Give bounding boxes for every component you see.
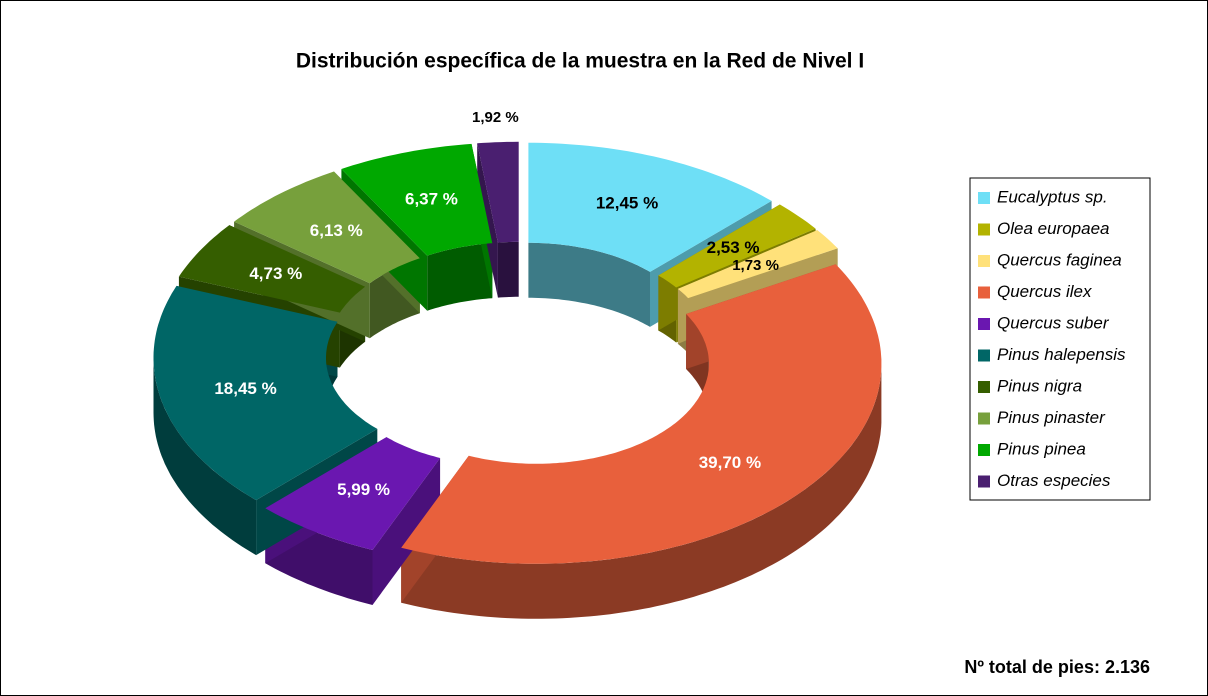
legend-swatch [978, 444, 990, 456]
slice-outer-side [153, 357, 257, 556]
legend-swatch [978, 255, 990, 267]
slice [341, 143, 493, 256]
legend-label: Pinus nigra [997, 376, 1082, 395]
slice [153, 285, 378, 501]
slice-labels: 12,45 % 2,53 %1,73 % 39,70 % 5,99 % 18,45 % 4… [214, 109, 779, 499]
legend-swatch [978, 318, 990, 330]
value-label: 18,45 % [214, 379, 276, 398]
slice-inner-side [427, 243, 493, 311]
slice [265, 437, 441, 550]
slice-inner-side [528, 242, 650, 327]
legend-swatch [978, 475, 990, 488]
slice [658, 204, 816, 288]
slice [234, 171, 420, 284]
legend-label: Quercus suber [997, 313, 1110, 332]
slice-inner-side [497, 241, 519, 298]
legend-swatch [978, 381, 990, 393]
legend-label: Eucalyptus sp. [997, 187, 1108, 206]
value-label: 12,45 % [596, 194, 658, 213]
slice [477, 141, 519, 243]
value-label: 5,99 % [337, 480, 390, 499]
slice [401, 264, 882, 564]
value-label: 6,13 % [310, 221, 363, 240]
legend-swatch [978, 286, 990, 299]
legend-label: Otras especies [997, 471, 1111, 490]
legend-box [969, 177, 1151, 501]
legend-swatch [978, 349, 990, 362]
annotation: Nº total de pies: 2.136 [964, 657, 1150, 677]
chart-title: Distribución específica de la muestra en… [296, 50, 864, 73]
legend-label: Pinus halepensis [997, 345, 1126, 364]
slice [528, 142, 772, 272]
slice-outer-side [401, 363, 882, 619]
legend-label: Quercus ilex [997, 282, 1092, 301]
value-label: 2,53 % [707, 238, 760, 257]
value-label: 6,37 % [405, 190, 458, 209]
slice-tops [153, 141, 882, 564]
value-label: 4,73 % [249, 264, 302, 283]
value-label: 39,70 % [699, 453, 761, 472]
slice-cut-side [477, 143, 498, 298]
legend-swatch [978, 412, 990, 425]
legend-swatch [978, 192, 990, 204]
legend-label: Quercus faginea [997, 250, 1122, 269]
slice-cut-side [372, 458, 441, 605]
legend-label: Olea europaea [997, 219, 1109, 238]
value-label: 1,92 % [472, 109, 519, 126]
value-label: 1,73 % [732, 257, 779, 274]
legend-swatch [978, 223, 990, 236]
slice [677, 230, 838, 299]
legend-label: Pinus pinea [997, 439, 1086, 458]
legend-label: Pinus pinaster [997, 408, 1106, 427]
slice [178, 225, 366, 313]
